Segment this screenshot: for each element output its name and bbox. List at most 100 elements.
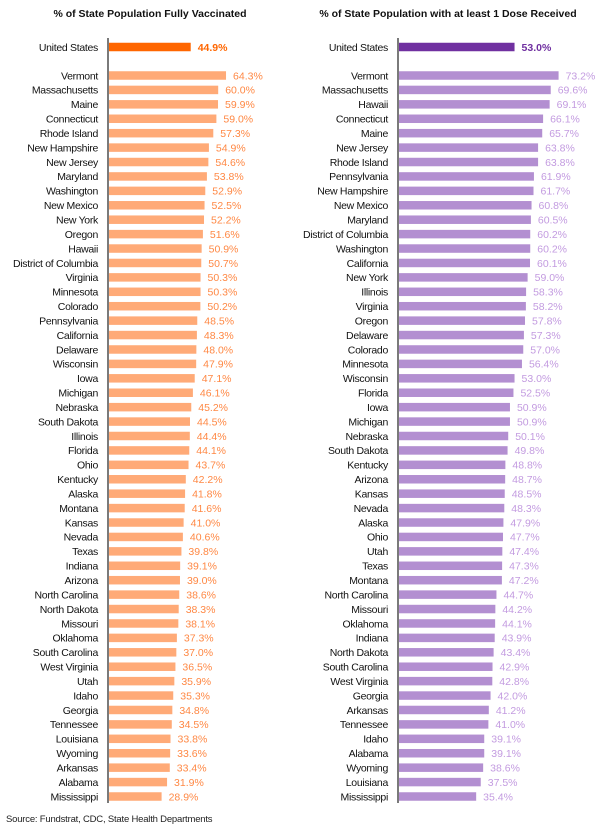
value-label-pennsylvania: 61.9%: [541, 171, 571, 183]
category-label-new-jersey: New Jersey: [336, 142, 389, 154]
category-label-illinois: Illinois: [361, 287, 388, 299]
value-label-alaska: 41.8%: [192, 488, 222, 500]
bar-oklahoma: [399, 619, 496, 628]
bar-kansas: [109, 518, 184, 527]
value-label-delaware: 48.0%: [203, 344, 233, 356]
chart-title-one-dose: % of State Population with at least 1 Do…: [319, 8, 576, 20]
bar-mississippi: [399, 792, 477, 801]
value-label-rhode-island: 63.8%: [545, 157, 575, 169]
value-label-west-virginia: 36.5%: [182, 662, 212, 674]
bar-pennsylvania: [109, 316, 198, 325]
category-label-hawaii: Hawaii: [358, 99, 388, 111]
value-label-indiana: 43.9%: [502, 633, 532, 645]
category-label-kansas: Kansas: [65, 517, 98, 529]
value-label-vermont: 73.2%: [566, 70, 596, 82]
bar-california: [399, 258, 531, 268]
bar-oregon: [399, 316, 526, 325]
bar-kentucky: [109, 475, 186, 484]
value-label-georgia: 34.8%: [179, 705, 209, 717]
bar-north-carolina: [399, 590, 497, 599]
category-label-oklahoma: Oklahoma: [343, 618, 389, 630]
category-label-new-mexico: New Mexico: [334, 200, 389, 212]
category-label-tennessee: Tennessee: [50, 719, 99, 731]
value-label-north-dakota: 43.4%: [501, 647, 531, 659]
category-label-vermont: Vermont: [351, 70, 388, 82]
bar-tennessee: [109, 720, 172, 729]
category-label-wyoming: Wyoming: [346, 762, 388, 774]
bar-arkansas: [399, 705, 489, 715]
category-label-new-jersey: New Jersey: [46, 157, 99, 169]
bar-south-dakota: [109, 417, 190, 426]
bar-wyoming: [399, 763, 484, 772]
bar-montana: [399, 575, 502, 585]
category-label-florida: Florida: [358, 388, 388, 400]
category-label-florida: Florida: [68, 445, 98, 457]
value-label-california: 60.1%: [537, 258, 567, 270]
bar-new-hampshire: [109, 143, 209, 152]
category-label-texas: Texas: [72, 546, 98, 558]
value-label-oklahoma: 44.1%: [502, 618, 532, 630]
bar-nebraska: [109, 402, 192, 412]
bar-missouri: [109, 619, 179, 628]
bar-alaska: [109, 489, 186, 498]
value-label-maryland: 53.8%: [214, 171, 244, 183]
category-label-alabama: Alabama: [349, 748, 389, 760]
category-label-united-states: United States: [39, 42, 98, 54]
value-label-pennsylvania: 48.5%: [204, 315, 234, 327]
value-label-wisconsin: 47.9%: [203, 359, 233, 371]
value-label-west-virginia: 42.8%: [499, 676, 529, 688]
value-label-united-states: 44.9%: [198, 42, 228, 54]
value-label-michigan: 50.9%: [517, 416, 547, 428]
category-label-united-states: United States: [329, 42, 388, 54]
category-label-north-carolina: North Carolina: [325, 589, 389, 601]
bar-nevada: [399, 503, 505, 513]
category-label-alaska: Alaska: [68, 488, 98, 500]
value-label-texas: 47.3%: [509, 561, 539, 573]
value-label-michigan: 46.1%: [200, 388, 230, 400]
bar-delaware: [399, 330, 524, 340]
value-label-new-hampshire: 54.9%: [216, 142, 246, 154]
value-label-south-dakota: 49.8%: [515, 445, 545, 457]
bar-new-mexico: [109, 201, 205, 210]
bar-utah: [399, 547, 503, 556]
bar-pennsylvania: [399, 172, 534, 181]
value-label-north-carolina: 38.6%: [186, 589, 216, 601]
category-label-new-mexico: New Mexico: [44, 200, 99, 212]
bar-district-of-columbia: [399, 229, 531, 239]
bar-wisconsin: [399, 374, 515, 383]
category-label-kansas: Kansas: [355, 488, 388, 500]
bar-new-hampshire: [399, 186, 534, 196]
value-label-delaware: 57.3%: [531, 330, 561, 342]
bar-north-dakota: [109, 604, 179, 614]
bar-arizona: [399, 475, 506, 484]
value-label-arizona: 39.0%: [187, 575, 217, 587]
category-label-vermont: Vermont: [61, 70, 98, 82]
value-label-kentucky: 48.8%: [512, 460, 542, 472]
category-label-kentucky: Kentucky: [57, 474, 99, 486]
category-label-new-york: New York: [346, 272, 389, 284]
value-label-utah: 35.9%: [181, 676, 211, 688]
category-label-nevada: Nevada: [354, 503, 389, 515]
value-label-new-york: 59.0%: [535, 272, 565, 284]
category-label-maine: Maine: [361, 128, 389, 140]
bar-hawaii: [399, 100, 550, 109]
value-label-tennessee: 41.0%: [495, 719, 525, 731]
value-label-south-carolina: 42.9%: [500, 662, 530, 674]
category-label-ohio: Ohio: [367, 532, 388, 544]
value-label-illinois: 44.4%: [197, 431, 227, 443]
value-label-alabama: 39.1%: [491, 748, 521, 760]
bar-idaho: [109, 691, 174, 700]
value-label-wyoming: 33.6%: [177, 748, 207, 760]
bar-arkansas: [109, 763, 170, 772]
bar-delaware: [109, 345, 197, 354]
bar-oregon: [109, 229, 203, 239]
category-label-minnesota: Minnesota: [52, 287, 98, 299]
bar-south-dakota: [399, 446, 508, 455]
value-label-missouri: 44.2%: [502, 604, 532, 616]
category-label-arkansas: Arkansas: [57, 762, 98, 774]
bar-illinois: [109, 431, 190, 441]
bar-iowa: [399, 402, 510, 412]
value-label-maine: 59.9%: [225, 99, 255, 111]
value-label-south-dakota: 44.5%: [197, 416, 227, 428]
value-label-mississippi: 35.4%: [483, 791, 513, 803]
